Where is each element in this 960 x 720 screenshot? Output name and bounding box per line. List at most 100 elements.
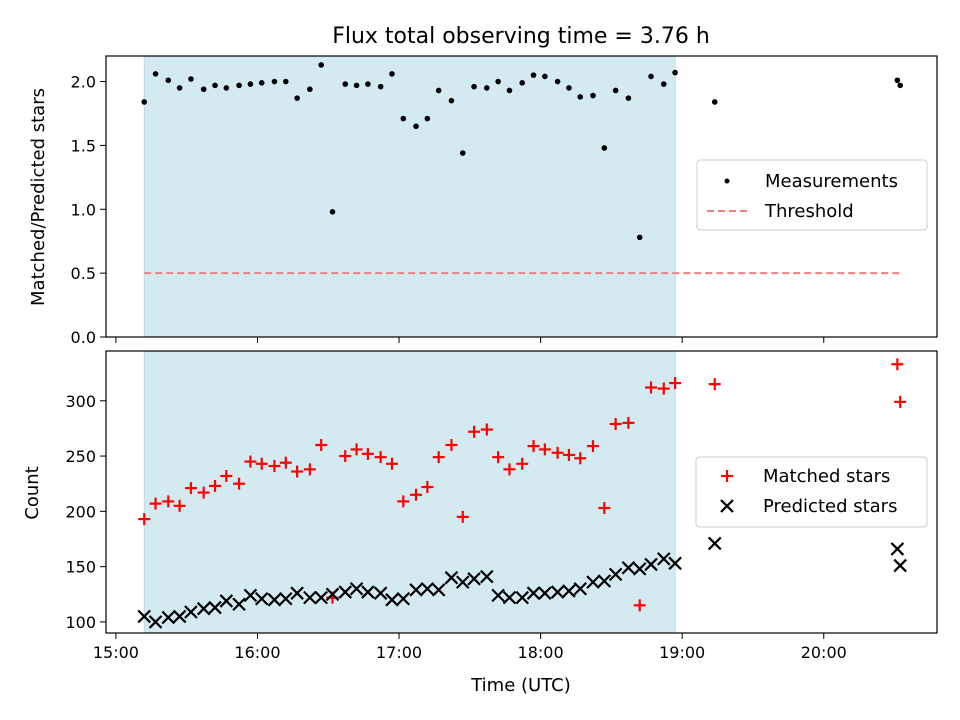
measurement-point	[353, 82, 360, 89]
matched-star-point	[303, 463, 316, 476]
matched-star-point	[516, 457, 529, 470]
chart-title: Flux total observing time = 3.76 h	[332, 24, 710, 49]
predicted-star-point	[893, 558, 907, 573]
measurement-point	[471, 83, 477, 90]
predicted-star-point	[137, 609, 152, 624]
matched-star-point	[291, 465, 304, 478]
x-tick-label: 19:00	[659, 643, 705, 662]
predicted-star-point	[184, 605, 198, 619]
y-tick-label: 1.0	[71, 200, 96, 219]
legend-box-bottom	[695, 456, 928, 528]
predicted-star-point	[267, 593, 282, 607]
matched-star-point	[586, 440, 599, 453]
y-ticks-bottom: 100 150 200 250 300	[65, 392, 106, 632]
measurement-point	[200, 86, 207, 93]
predicted-star-point	[502, 590, 517, 605]
matched-star-point	[173, 499, 186, 512]
x-ticks-top	[115, 337, 825, 343]
measurement-point	[329, 209, 336, 215]
predicted-star-point	[148, 615, 163, 629]
matched-star-point	[622, 416, 635, 429]
legend-box-top	[696, 159, 928, 231]
matched-star-point	[645, 381, 658, 394]
predicted-star-point	[290, 586, 304, 600]
matched-star-point	[209, 479, 222, 492]
predicted-star-point	[219, 594, 234, 608]
predicted-star-point	[573, 581, 588, 596]
predicted-star-point	[467, 572, 481, 586]
predicted-star-point	[361, 585, 375, 599]
measurement-point	[424, 115, 431, 122]
matched-star-point	[432, 451, 445, 464]
measurement-point	[625, 95, 632, 101]
observing-band-bottom	[143, 350, 676, 634]
points-layer-bottom	[137, 358, 907, 629]
matched-star-point	[503, 463, 516, 476]
legend-label-matched: Matched stars	[763, 466, 890, 487]
predicted-star-point	[196, 601, 211, 616]
measurement-point	[294, 95, 300, 101]
y-tick-label: 150	[65, 558, 96, 577]
y-tick-label: 100	[65, 613, 96, 632]
predicted-star-point	[232, 597, 246, 612]
measurement-point	[258, 80, 265, 86]
predicted-star-point	[608, 567, 623, 582]
y-axis-label-bottom: Count	[22, 466, 43, 519]
plot-frame-bottom	[105, 350, 938, 634]
matched-star-point	[468, 425, 481, 438]
y-tick-label: 250	[65, 447, 96, 466]
predicted-star-point	[491, 588, 505, 603]
predicted-star-point	[431, 583, 446, 597]
measurement-point	[176, 85, 183, 91]
measurement-point	[894, 77, 901, 84]
matched-star-point	[339, 450, 352, 463]
predicted-star-point	[515, 590, 529, 605]
predicted-star-point	[161, 610, 176, 625]
predicted-star-point	[455, 575, 470, 589]
measurement-point	[282, 78, 289, 85]
legend-bottom: Matched stars Predicted stars	[695, 456, 928, 528]
matched-star-point	[255, 457, 268, 470]
panel-ratio: 0.00.51.01.52.0 Matched/Predicted stars …	[28, 55, 938, 347]
measurement-point	[590, 92, 596, 99]
legend-marker-predicted	[720, 499, 734, 513]
matched-star-point	[891, 358, 904, 371]
matched-star-point	[538, 443, 551, 456]
predicted-star-point	[243, 588, 258, 603]
measurement-point	[648, 73, 654, 80]
predicted-star-point	[303, 590, 317, 605]
measurement-point	[236, 82, 242, 89]
predicted-star-point	[409, 583, 423, 597]
legend-top: Measurements Threshold	[696, 159, 928, 231]
measurement-point	[612, 87, 619, 94]
predicted-star-point	[707, 536, 722, 551]
predicted-star-point	[550, 585, 565, 599]
measurement-point	[318, 62, 324, 68]
predicted-star-point	[385, 593, 399, 607]
predicted-star-point	[526, 586, 541, 600]
x-axis-label: Time (UTC)	[470, 675, 571, 696]
measurement-point	[141, 99, 148, 105]
matched-star-point	[197, 486, 210, 499]
panel-counts: 100 150 200 250 300 15:00 16:00 17:00 18:00 19:0…	[22, 350, 938, 696]
measurement-point	[519, 80, 526, 86]
matched-star-point	[633, 599, 646, 612]
measurement-point	[223, 85, 230, 91]
matched-star-point	[527, 440, 540, 453]
measurement-point	[413, 123, 419, 130]
matched-star-point	[397, 495, 410, 508]
measurement-point	[495, 78, 501, 85]
matched-star-point	[609, 417, 622, 430]
measurement-point	[212, 82, 218, 89]
matched-star-point	[385, 457, 398, 470]
measurement-point	[711, 99, 718, 105]
measurement-point	[271, 78, 278, 85]
x-tick-label: 15:00	[93, 643, 139, 662]
matched-star-point	[244, 455, 257, 468]
matched-star-point	[184, 482, 197, 495]
legend-marker-matched	[721, 470, 733, 482]
matched-star-point	[562, 448, 575, 461]
matched-star-point	[149, 497, 162, 510]
measurement-point	[601, 145, 608, 151]
